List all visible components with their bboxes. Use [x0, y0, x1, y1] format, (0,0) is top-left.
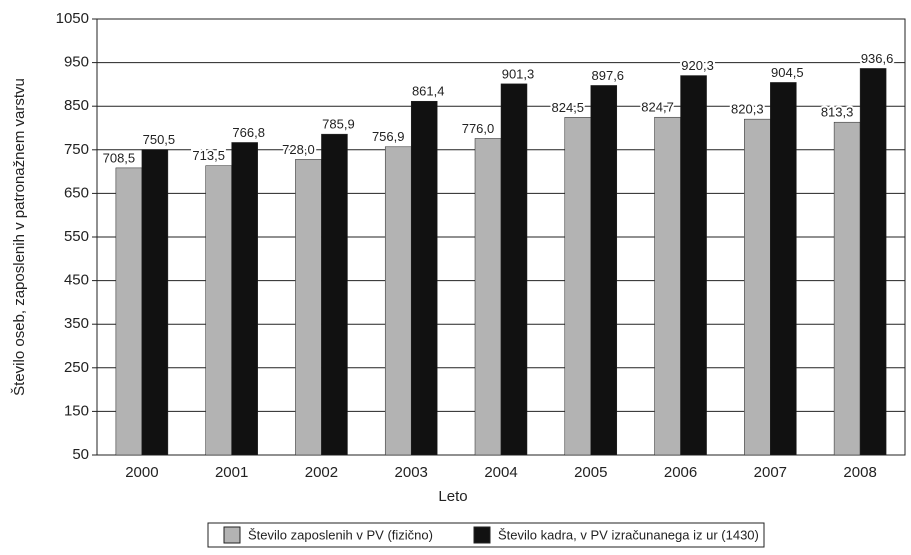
value-label: 820,3 [731, 102, 764, 117]
bar [500, 83, 528, 456]
y-tick-label: 750 [64, 141, 89, 158]
value-label: 708,5 [103, 150, 136, 165]
x-tick-label: 2004 [484, 464, 517, 481]
x-tick-label: 2003 [395, 464, 428, 481]
value-label: 904,5 [771, 65, 804, 80]
bar [410, 100, 438, 456]
y-tick-label: 450 [64, 272, 89, 289]
y-tick-label: 950 [64, 54, 89, 71]
value-label: 824,7 [641, 100, 674, 115]
legend-swatch [473, 526, 491, 544]
x-tick-label: 2001 [215, 464, 248, 481]
value-label: 785,9 [322, 117, 355, 132]
y-tick-label: 50 [72, 446, 89, 463]
x-tick-label: 2007 [754, 464, 787, 481]
bar [654, 116, 681, 456]
value-label: 750,5 [143, 132, 176, 147]
value-label: 861,4 [412, 84, 445, 99]
bar [859, 68, 887, 456]
bar [141, 149, 169, 456]
x-tick-label: 2006 [664, 464, 697, 481]
bar [744, 118, 771, 456]
value-label: 728,0 [282, 142, 315, 157]
value-label: 936,6 [861, 51, 894, 66]
bar [680, 75, 707, 456]
bar [295, 159, 322, 456]
y-tick-label: 250 [64, 359, 89, 376]
y-tick-label: 550 [64, 228, 89, 245]
bar [833, 121, 861, 456]
bar [474, 138, 502, 456]
legend-swatch [223, 526, 241, 544]
value-label: 713,5 [192, 148, 225, 163]
y-tick-label: 350 [64, 315, 89, 332]
x-axis-label: Leto [438, 488, 467, 505]
bar [205, 165, 232, 456]
y-tick-label: 650 [64, 184, 89, 201]
legend-label: Število kadra, v PV izračunanega iz ur (… [498, 527, 759, 542]
x-tick-label: 2005 [574, 464, 607, 481]
value-label: 766,8 [232, 125, 265, 140]
value-label: 776,0 [462, 121, 495, 136]
value-label: 920,3 [681, 58, 714, 73]
y-tick-label: 150 [64, 402, 89, 419]
bar [770, 82, 797, 456]
bar [321, 133, 348, 456]
x-tick-label: 2002 [305, 464, 338, 481]
x-tick-label: 2008 [843, 464, 876, 481]
bar [590, 85, 618, 456]
bar [115, 167, 143, 456]
value-label: 901,3 [502, 66, 535, 81]
y-tick-label: 1050 [56, 10, 89, 27]
y-tick-label: 850 [64, 97, 89, 114]
x-tick-label: 2000 [125, 464, 158, 481]
legend-label: Število zaposlenih v PV (fizično) [248, 527, 433, 542]
bar [384, 146, 412, 456]
value-label: 756,9 [372, 129, 405, 144]
bar [231, 142, 258, 456]
y-axis-label: Število oseb, zaposlenih v patronažnem v… [11, 78, 28, 396]
value-label: 897,6 [592, 68, 625, 83]
value-label: 813,3 [821, 105, 854, 120]
value-label: 824,5 [552, 100, 585, 115]
bar [564, 117, 592, 456]
